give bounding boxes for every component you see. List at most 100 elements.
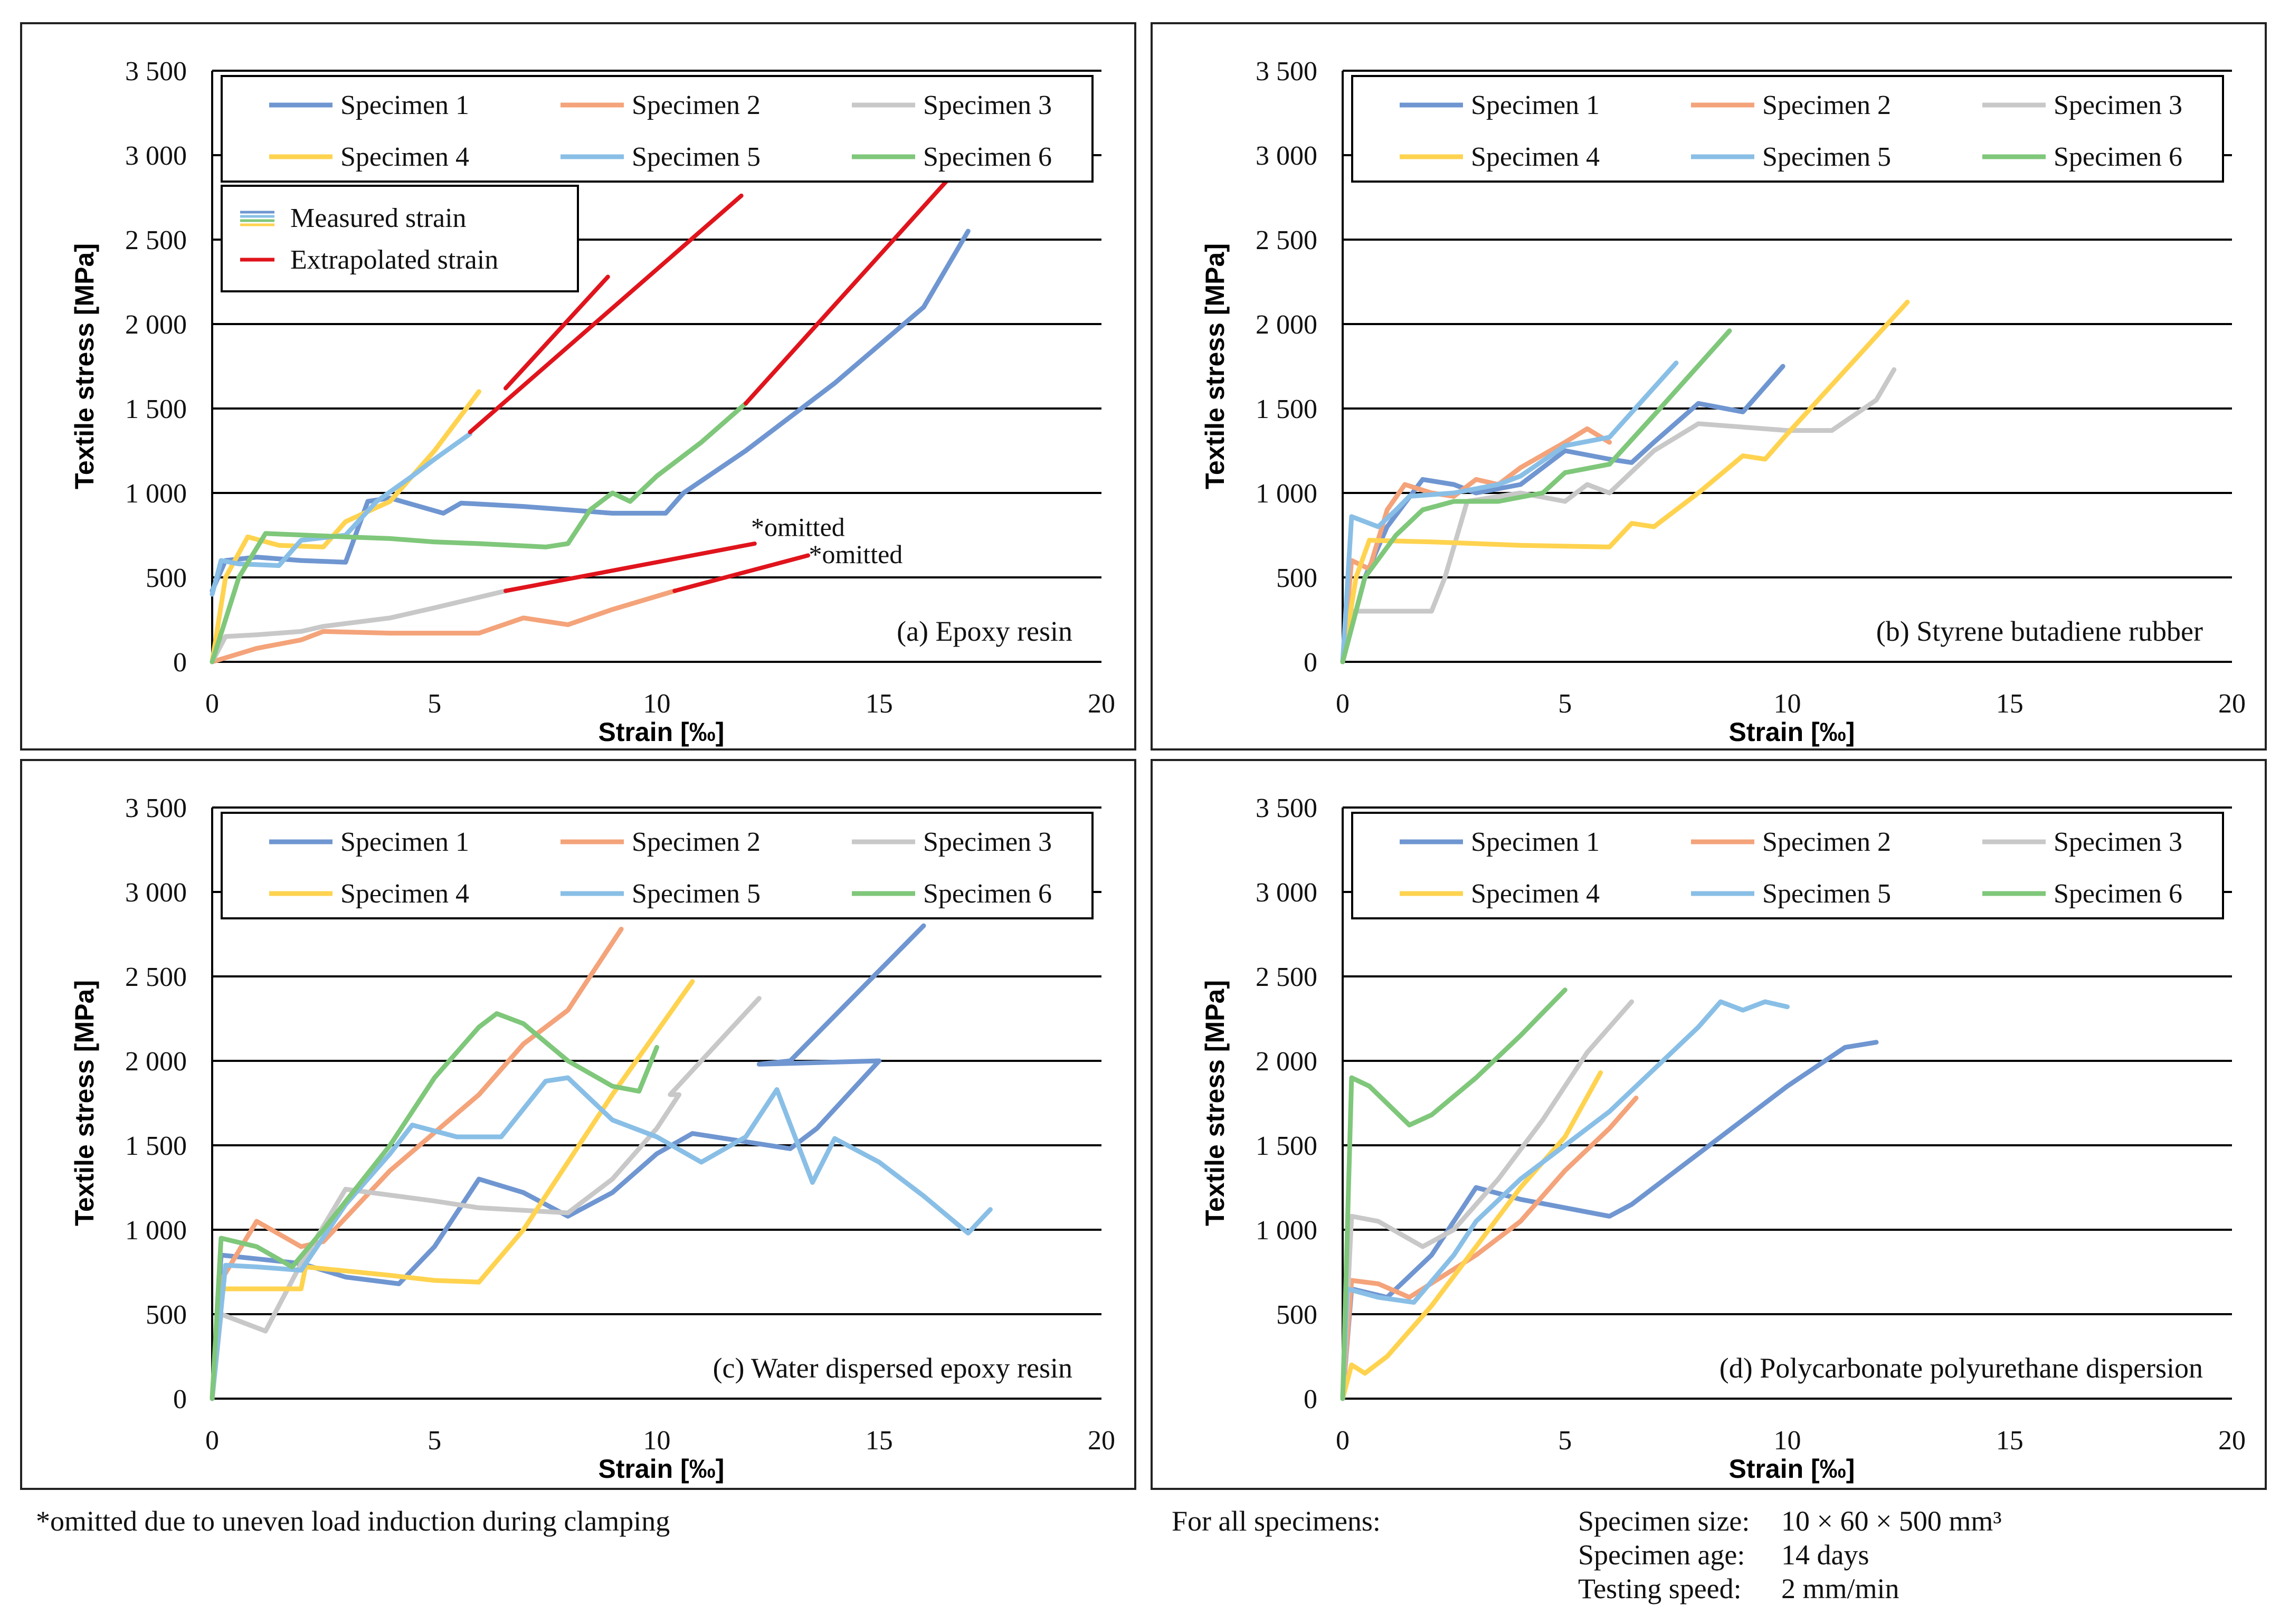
series-line-specimen-4 [210, 979, 695, 1401]
y-axis-title: Textile stress [MPa] [1200, 980, 1230, 1226]
footnote: *omitted due to uneven load induction du… [36, 1505, 670, 1537]
chart-panel-a: 0 500 1 000 1 500 2 000 2 500 3 000 3 500 0 5 10 15… [20, 22, 1136, 751]
series-line-specimen-5 [1340, 360, 1679, 664]
legend-label: Specimen 6 [2054, 879, 2182, 909]
series-line-extrapolated-2 [504, 274, 610, 391]
y-tick-label: 3 500 [125, 793, 187, 823]
series-line-specimen-2 [210, 926, 624, 1401]
series-line-specimen-3 [1340, 367, 1897, 664]
legend-box [221, 75, 1094, 183]
series-line-specimen-6 [1340, 328, 1732, 664]
series-line-specimen-5 [210, 1075, 993, 1401]
legend-label: Specimen 3 [2054, 827, 2182, 857]
x-tick-label: 10 [643, 689, 671, 719]
series-line-specimen-2 [1340, 1095, 1639, 1401]
legend-box [221, 812, 1094, 919]
legend-label: Specimen 2 [632, 827, 761, 857]
x-axis-title: Strain [‰] [598, 717, 724, 747]
y-tick-label: 500 [1276, 1300, 1317, 1330]
legend-label: Specimen 3 [923, 90, 1052, 120]
legend-label: Specimen 2 [1762, 90, 1891, 120]
y-tick-label: 2 000 [1256, 310, 1317, 340]
y-axis-title: Textile stress [MPa] [1200, 243, 1230, 489]
y-tick-label: 2 500 [125, 962, 187, 992]
x-tick-label: 10 [1774, 689, 1801, 719]
series-line-specimen-6 [210, 1011, 659, 1401]
y-axis-title: Textile stress [MPa] [70, 243, 99, 489]
series-line-specimen-3 [210, 588, 508, 664]
y-tick-label: 2 500 [125, 225, 187, 255]
x-tick-label: 15 [1996, 1426, 2024, 1456]
series-line-specimen-2 [210, 588, 677, 664]
y-tick-label: 1 500 [1256, 1131, 1317, 1161]
y-tick-label: 2 500 [1256, 962, 1317, 992]
legend-label: Specimen 6 [923, 142, 1052, 172]
panel-label: (c) Water dispersed epoxy resin [713, 1352, 1072, 1384]
series-line-specimen-1 [1340, 364, 1785, 664]
x-tick-label: 20 [2218, 689, 2246, 719]
x-tick-label: 0 [205, 689, 219, 719]
legend-label: Specimen 5 [632, 879, 761, 909]
legend-label-extrapolated: Extrapolated strain [290, 245, 498, 275]
x-tick-label: 15 [866, 1426, 893, 1456]
series-line-specimen-1 [1340, 1040, 1879, 1401]
series-line-extrapolated-4 [504, 542, 757, 593]
x-axis-title: Strain [‰] [1728, 717, 1855, 747]
y-tick-label: 500 [146, 1300, 187, 1330]
panel-label: (d) Polycarbonate polyurethane dispersio… [1720, 1352, 2203, 1384]
x-tick-label: 5 [428, 1426, 441, 1456]
chart-svg: 0 500 1 000 1 500 2 000 2 500 3 000 3 500 0 5 10 15… [70, 56, 1115, 747]
x-tick-label: 20 [1088, 1426, 1115, 1456]
legend-label: Specimen 1 [340, 90, 469, 120]
legend-label: Specimen 1 [340, 827, 469, 857]
legend-label: Specimen 5 [632, 142, 761, 172]
y-tick-label: 2 500 [1256, 225, 1317, 255]
y-tick-label: 3 000 [1256, 878, 1317, 908]
legend-label: Specimen 2 [632, 90, 761, 120]
x-tick-label: 20 [1088, 689, 1115, 719]
series-line-specimen-4 [1340, 1070, 1603, 1401]
legend-label: Specimen 4 [340, 879, 469, 909]
chart-panel-d: 0 500 1 000 1 500 2 000 2 500 3 000 3 500 0 5 10 15… [1151, 759, 2267, 1490]
chart-svg: 0 500 1 000 1 500 2 000 2 500 3 000 3 500 0 5 10 15… [70, 793, 1115, 1484]
y-tick-label: 500 [1276, 563, 1317, 593]
x-tick-label: 5 [1558, 1426, 1572, 1456]
y-tick-label: 1 000 [125, 479, 187, 509]
spec-size-label: Specimen size: [1578, 1505, 1750, 1537]
chart-panel-b: 0 500 1 000 1 500 2 000 2 500 3 000 3 500 0 5 10 15… [1151, 22, 2267, 751]
spec-age-label: Specimen age: [1578, 1539, 1745, 1571]
y-tick-label: 1 500 [1256, 394, 1317, 424]
x-tick-label: 20 [2218, 1426, 2246, 1456]
y-tick-label: 1 500 [125, 1131, 187, 1161]
panel-label: (a) Epoxy resin [897, 615, 1072, 647]
annotation-omitted: *omitted [809, 539, 903, 569]
x-tick-label: 0 [1336, 689, 1350, 719]
x-tick-label: 5 [1558, 689, 1572, 719]
legend-label: Specimen 5 [1762, 879, 1891, 909]
series-line-specimen-5 [1340, 999, 1790, 1401]
y-tick-label: 1 500 [125, 394, 187, 424]
annotation-omitted: *omitted [751, 512, 845, 542]
y-tick-label: 1 000 [1256, 1215, 1317, 1246]
y-axis-title: Textile stress [MPa] [70, 980, 99, 1226]
series-line-specimen-1 [210, 923, 926, 1401]
chart-panel-c: 0 500 1 000 1 500 2 000 2 500 3 000 3 500 0 5 10 15… [20, 759, 1136, 1490]
legend-label: Specimen 1 [1471, 827, 1600, 857]
y-tick-label: 3 000 [125, 878, 187, 908]
legend-label: Specimen 3 [923, 827, 1052, 857]
specs-heading: For all specimens: [1172, 1505, 1381, 1537]
spec-speed-label: Testing speed: [1578, 1573, 1742, 1604]
series-line-specimen-6 [210, 401, 748, 664]
y-tick-label: 0 [173, 1384, 187, 1414]
series-line-extrapolated-3 [468, 193, 744, 434]
series-line-specimen-6 [1340, 987, 1568, 1401]
chart-svg: 0 500 1 000 1 500 2 000 2 500 3 000 3 500 0 5 10 15… [1200, 793, 2246, 1484]
series-line-extrapolated-5 [672, 553, 810, 593]
y-tick-label: 3 500 [1256, 56, 1317, 87]
legend-label: Specimen 2 [1762, 827, 1891, 857]
x-axis-title: Strain [‰] [1728, 1454, 1855, 1484]
x-tick-label: 5 [428, 689, 441, 719]
spec-speed-value: 2 mm/min [1781, 1573, 1899, 1604]
series-line-specimen-3 [210, 996, 762, 1401]
y-tick-label: 3 500 [1256, 793, 1317, 823]
